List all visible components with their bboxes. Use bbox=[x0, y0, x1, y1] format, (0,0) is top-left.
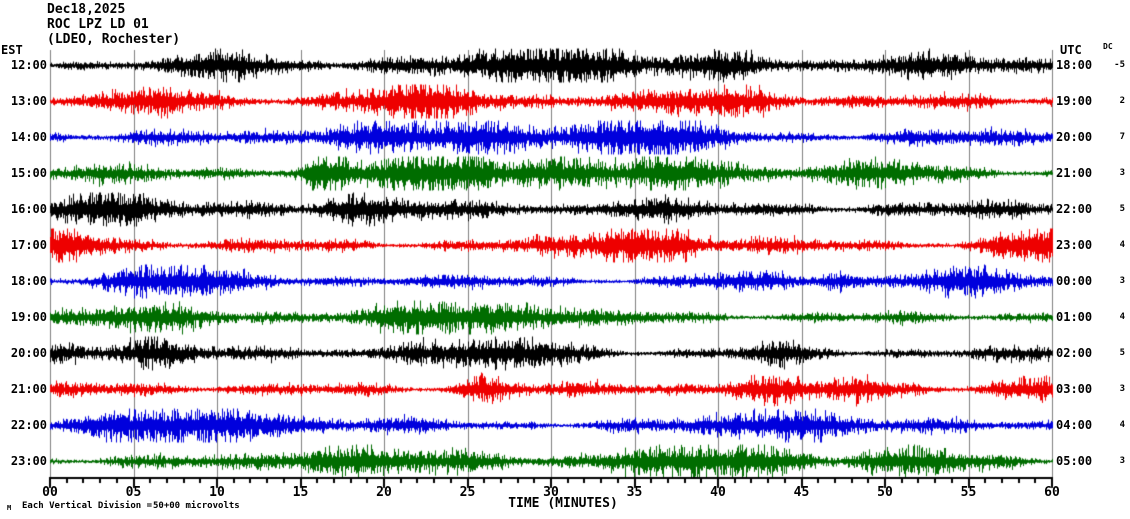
est-time-label: 14:00 bbox=[10, 129, 47, 144]
x-axis-tick-label: 55 bbox=[960, 485, 977, 500]
x-axis-tick-label: 30 bbox=[543, 485, 559, 500]
x-axis-tick-label: 40 bbox=[710, 485, 726, 500]
est-header: EST bbox=[1, 43, 23, 57]
utc-time-label: 23:00 bbox=[1056, 237, 1093, 252]
watermark-glyph: M bbox=[7, 504, 12, 512]
dc-offset-value: 5 bbox=[1119, 347, 1125, 358]
x-axis-tick-label: 10 bbox=[209, 485, 225, 500]
est-time-label: 17:00 bbox=[10, 237, 47, 252]
est-time-label: 15:00 bbox=[10, 165, 47, 180]
utc-time-label: 03:00 bbox=[1056, 381, 1093, 396]
dc-offset-value: 3 bbox=[1119, 455, 1125, 466]
dc-offset-value: 4 bbox=[1119, 419, 1125, 430]
utc-time-label: 02:00 bbox=[1056, 345, 1093, 360]
dc-offset-value: 4 bbox=[1119, 311, 1125, 322]
title-station: ROC LPZ LD 01 bbox=[47, 17, 149, 32]
utc-time-label: 19:00 bbox=[1056, 93, 1093, 108]
footer-division-value: 50+00 microvolts bbox=[153, 501, 240, 511]
dc-offset-value: 2 bbox=[1119, 95, 1125, 106]
dc-offset-value: 3 bbox=[1119, 167, 1125, 178]
utc-time-label: 22:00 bbox=[1056, 201, 1093, 216]
utc-header: UTC bbox=[1060, 43, 1082, 57]
est-time-label: 23:00 bbox=[10, 453, 47, 468]
x-axis-title: TIME (MINUTES) bbox=[508, 496, 618, 511]
x-axis-tick-label: 15 bbox=[292, 485, 309, 500]
dc-offset-value: 4 bbox=[1119, 239, 1125, 250]
footer-division-label: Each Vertical Division = bbox=[22, 501, 153, 511]
utc-time-label: 01:00 bbox=[1056, 309, 1093, 324]
est-time-label: 16:00 bbox=[10, 201, 47, 216]
x-axis-tick-label: 05 bbox=[125, 485, 142, 500]
dc-offset-value: 7 bbox=[1119, 131, 1125, 142]
est-time-label: 13:00 bbox=[10, 93, 47, 108]
x-axis-tick-label: 25 bbox=[459, 485, 476, 500]
x-axis-tick-label: 50 bbox=[877, 485, 893, 500]
title-network: (LDEO, Rochester) bbox=[47, 32, 181, 47]
utc-time-label: 18:00 bbox=[1056, 57, 1093, 72]
x-axis-tick-label: 00 bbox=[42, 485, 58, 500]
utc-time-label: 21:00 bbox=[1056, 165, 1093, 180]
x-axis-tick-label: 60 bbox=[1044, 485, 1060, 500]
est-time-label: 18:00 bbox=[10, 273, 47, 288]
dc-offset-value: 3 bbox=[1119, 275, 1125, 286]
est-time-label: 21:00 bbox=[10, 381, 47, 396]
title-date: Dec18,2025 bbox=[47, 2, 126, 17]
dc-offset-value: 5 bbox=[1119, 203, 1125, 214]
dc-header: DC bbox=[1103, 42, 1113, 51]
x-axis-tick-label: 45 bbox=[793, 485, 810, 500]
est-time-label: 20:00 bbox=[10, 345, 47, 360]
utc-time-label: 05:00 bbox=[1056, 453, 1093, 468]
dc-offset-value: 3 bbox=[1119, 383, 1125, 394]
est-time-label: 22:00 bbox=[10, 417, 47, 432]
utc-time-label: 00:00 bbox=[1056, 273, 1093, 288]
x-axis-tick-label: 35 bbox=[626, 485, 643, 500]
dc-offset-value: -5 bbox=[1114, 59, 1125, 70]
est-time-label: 19:00 bbox=[10, 309, 47, 324]
utc-time-label: 20:00 bbox=[1056, 129, 1093, 144]
utc-time-label: 04:00 bbox=[1056, 417, 1093, 432]
x-axis-tick-label: 20 bbox=[376, 485, 392, 500]
est-time-label: 12:00 bbox=[10, 57, 47, 72]
